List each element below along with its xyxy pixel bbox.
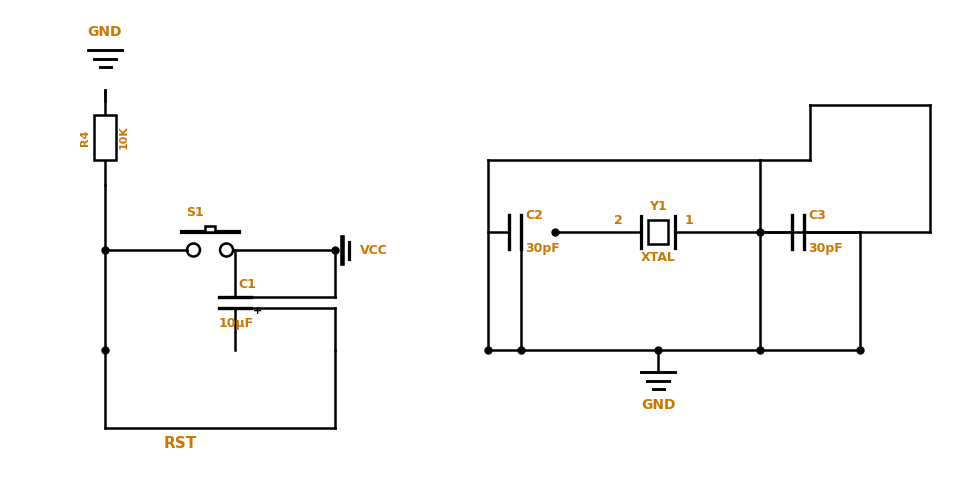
Text: GND: GND <box>88 25 123 39</box>
Text: C2: C2 <box>525 209 543 222</box>
Text: VCC: VCC <box>360 243 388 256</box>
Text: 10μF: 10μF <box>219 316 254 329</box>
Text: GND: GND <box>641 398 675 412</box>
Text: RST: RST <box>163 436 197 451</box>
Bar <box>94 115 116 160</box>
Text: 10K: 10K <box>119 126 129 149</box>
Text: 1: 1 <box>685 214 694 227</box>
Text: Y1: Y1 <box>649 200 667 213</box>
Text: 30pF: 30pF <box>525 242 560 255</box>
Text: XTAL: XTAL <box>641 251 675 264</box>
Text: 30pF: 30pF <box>809 242 843 255</box>
Text: S1: S1 <box>186 205 204 218</box>
Bar <box>648 220 668 244</box>
Text: C3: C3 <box>809 209 826 222</box>
Text: R4: R4 <box>80 129 90 146</box>
Text: +: + <box>253 307 262 316</box>
Text: C1: C1 <box>238 277 256 290</box>
Text: 2: 2 <box>615 214 623 227</box>
Bar <box>205 226 215 232</box>
